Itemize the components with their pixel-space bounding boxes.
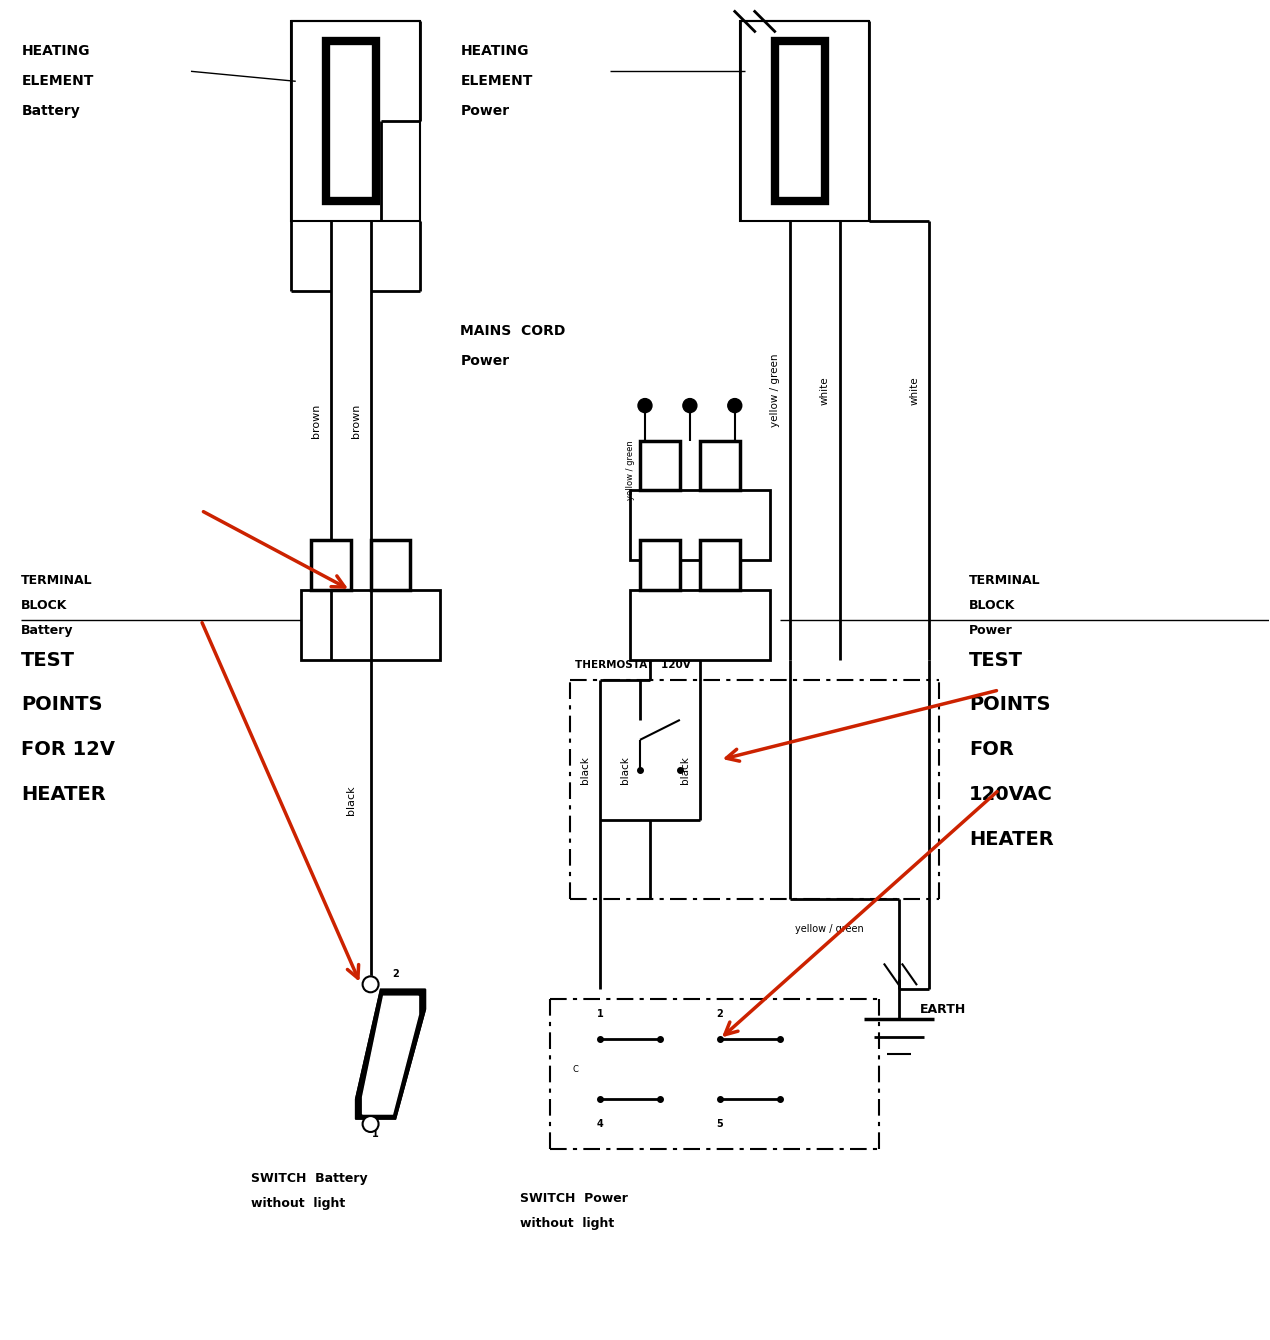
- Text: EARTH: EARTH: [919, 1002, 965, 1016]
- Bar: [301, 590, 441, 661]
- Bar: [700, 540, 739, 590]
- Text: Battery: Battery: [22, 105, 80, 118]
- Bar: [640, 441, 679, 490]
- Polygon shape: [356, 989, 425, 1119]
- Text: BLOCK: BLOCK: [969, 599, 1016, 611]
- Text: white: white: [705, 458, 714, 482]
- Text: HEATER: HEATER: [22, 785, 107, 804]
- Text: black: black: [345, 785, 356, 815]
- Text: Battery: Battery: [22, 623, 74, 636]
- Text: POINTS: POINTS: [969, 695, 1050, 714]
- Text: brown: brown: [311, 403, 321, 438]
- Text: brown: brown: [351, 403, 361, 438]
- Text: FOR: FOR: [969, 740, 1015, 760]
- Text: 4: 4: [597, 1119, 603, 1130]
- Text: ELEMENT: ELEMENT: [461, 74, 532, 88]
- Text: white: white: [819, 377, 829, 405]
- Text: THERMOSTAT  120V: THERMOSTAT 120V: [575, 661, 691, 670]
- Text: TEST: TEST: [22, 650, 75, 670]
- Text: 2: 2: [392, 969, 399, 980]
- Text: TERMINAL: TERMINAL: [22, 574, 93, 587]
- Bar: [291, 21, 420, 221]
- Text: without  light: without light: [521, 1217, 615, 1230]
- Bar: [775, 42, 824, 201]
- Circle shape: [363, 1116, 378, 1132]
- Text: 120VAC: 120VAC: [969, 785, 1053, 804]
- Text: TEST: TEST: [969, 650, 1024, 670]
- Circle shape: [638, 398, 652, 413]
- Text: 1: 1: [597, 1009, 603, 1020]
- Bar: [311, 540, 351, 590]
- Text: without  light: without light: [251, 1198, 345, 1210]
- Bar: [325, 42, 376, 201]
- Circle shape: [363, 977, 378, 993]
- Text: Power: Power: [969, 623, 1013, 636]
- Bar: [640, 540, 679, 590]
- Polygon shape: [363, 996, 419, 1114]
- Text: FOR 12V: FOR 12V: [22, 740, 116, 760]
- Bar: [630, 590, 770, 661]
- Bar: [739, 21, 870, 221]
- Text: SWITCH  Power: SWITCH Power: [521, 1193, 629, 1206]
- Circle shape: [728, 398, 742, 413]
- Text: HEATING: HEATING: [22, 44, 90, 59]
- Text: Power: Power: [461, 105, 509, 118]
- Text: 5: 5: [716, 1119, 723, 1130]
- Text: yellow / green: yellow / green: [770, 354, 780, 427]
- Bar: [371, 540, 410, 590]
- Circle shape: [363, 977, 378, 993]
- Text: 1: 1: [372, 1130, 378, 1139]
- Text: POINTS: POINTS: [22, 695, 103, 714]
- Text: TERMINAL: TERMINAL: [969, 574, 1041, 587]
- Text: 2: 2: [716, 1009, 723, 1020]
- Bar: [630, 490, 770, 560]
- Text: SWITCH  Battery: SWITCH Battery: [251, 1172, 367, 1186]
- Polygon shape: [356, 989, 425, 1119]
- Text: black: black: [679, 756, 690, 784]
- Text: Power: Power: [461, 354, 509, 367]
- Text: black: black: [580, 756, 591, 784]
- Text: ELEMENT: ELEMENT: [22, 74, 94, 88]
- Text: black: black: [665, 460, 674, 481]
- Text: HEATING: HEATING: [461, 44, 528, 59]
- Circle shape: [683, 398, 697, 413]
- Text: yellow / green: yellow / green: [795, 925, 864, 934]
- Text: BLOCK: BLOCK: [22, 599, 67, 611]
- Text: yellow / green: yellow / green: [626, 441, 635, 500]
- Text: black: black: [620, 756, 630, 784]
- Text: C: C: [573, 1064, 578, 1073]
- Text: MAINS  CORD: MAINS CORD: [461, 324, 565, 338]
- Bar: [700, 441, 739, 490]
- Text: HEATER: HEATER: [969, 829, 1054, 850]
- Text: white: white: [909, 377, 919, 405]
